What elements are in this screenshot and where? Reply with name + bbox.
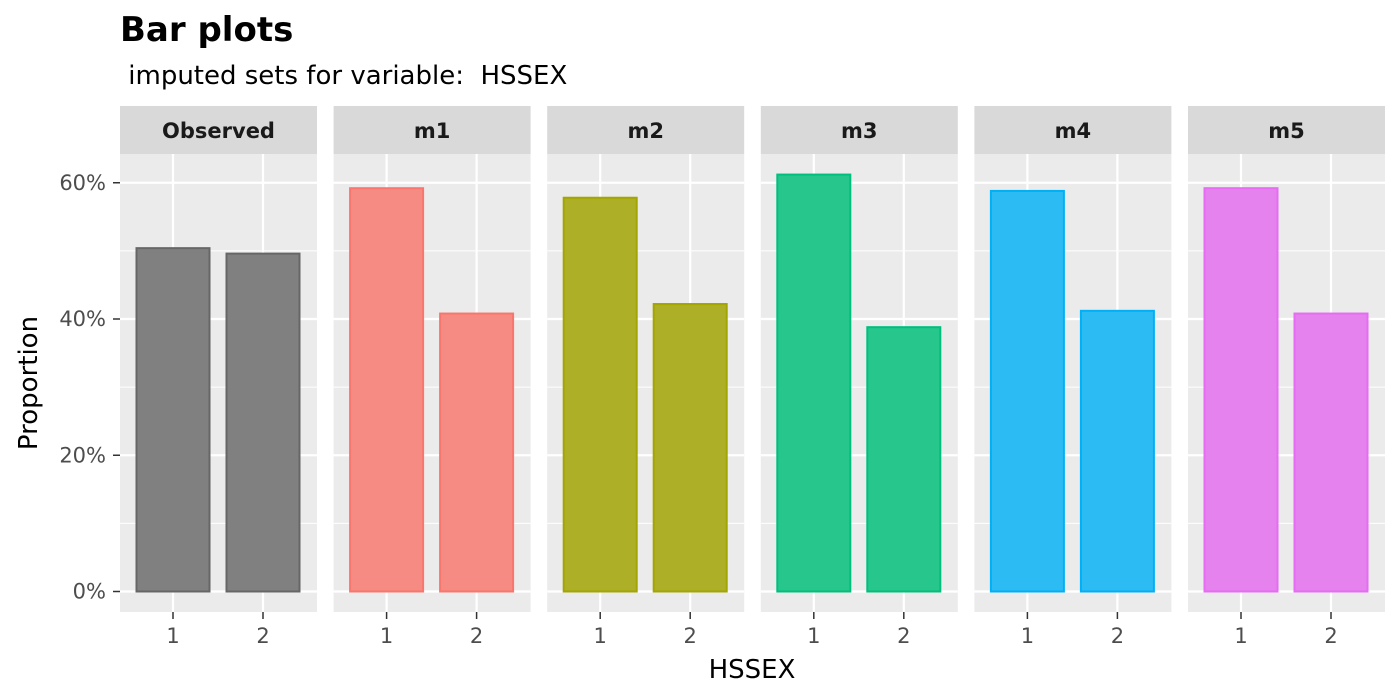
bar-m3-2 xyxy=(866,326,942,593)
x-tick-label: 2 xyxy=(256,624,269,648)
y-tick-label: 20% xyxy=(59,443,106,467)
bar-m2-1 xyxy=(562,196,638,593)
bar-m4-2 xyxy=(1079,309,1155,593)
bar-observed-2 xyxy=(225,252,301,593)
bar-m1-1 xyxy=(349,187,425,593)
y-tick-label: 0% xyxy=(73,580,106,604)
x-tick-label: 1 xyxy=(1234,624,1247,648)
facet-panel-observed: Observed 1 2 xyxy=(120,106,317,648)
facet-strip xyxy=(760,106,958,154)
x-tick-label: 1 xyxy=(1021,624,1034,648)
facet-panel-m4: m4 1 2 xyxy=(974,106,1172,648)
facet-strip xyxy=(1188,106,1385,154)
facet-panel-m1: m1 1 2 xyxy=(333,106,531,648)
bar-m2-2 xyxy=(652,303,728,593)
facet-panel-m2: m2 1 2 xyxy=(547,106,745,648)
facet-strip-label: m2 xyxy=(627,119,664,143)
bar-m1-2 xyxy=(439,312,515,593)
bar-observed-1 xyxy=(135,247,211,593)
x-tick-label: 2 xyxy=(470,624,483,648)
facet-strip xyxy=(333,106,531,154)
y-tick-label: 60% xyxy=(59,171,106,195)
chart-subtitle: imputed sets for variable: HSSEX xyxy=(120,61,567,91)
facet-panel-m5: m5 1 2 xyxy=(1188,106,1385,648)
x-tick-label: 2 xyxy=(1111,624,1124,648)
facet-panels: Observed 1 2 m1 1 2 m2 1 2 m3 1 2 m4 1 2 m5 1 2 xyxy=(120,106,1385,648)
x-tick-label: 2 xyxy=(1324,624,1337,648)
bar-m5-2 xyxy=(1293,312,1369,593)
x-tick-label: 2 xyxy=(897,624,910,648)
facet-strip xyxy=(974,106,1172,154)
facet-strip-label: m4 xyxy=(1055,119,1092,143)
y-tick-label: 40% xyxy=(59,307,106,331)
x-tick-label: 1 xyxy=(166,624,179,648)
x-tick-label: 2 xyxy=(684,624,697,648)
x-tick-label: 1 xyxy=(594,624,607,648)
x-axis-title: HSSEX xyxy=(709,655,796,685)
facet-panel-m3: m3 1 2 xyxy=(760,106,958,648)
facet-strip xyxy=(120,106,317,154)
facet-strip-label: m5 xyxy=(1268,119,1305,143)
y-axis: 0% 20% 40% 60% xyxy=(59,171,120,604)
x-tick-label: 1 xyxy=(380,624,393,648)
facet-strip xyxy=(547,106,745,154)
facet-strip-label: m1 xyxy=(414,119,451,143)
bar-m5-1 xyxy=(1203,187,1279,593)
facet-strip-label: m3 xyxy=(841,119,878,143)
y-axis-title: Proportion xyxy=(14,316,44,450)
facet-strip-label: Observed xyxy=(162,119,275,143)
bar-m4-1 xyxy=(989,189,1065,593)
chart-title: Bar plots xyxy=(120,10,293,50)
bar-m3-1 xyxy=(776,173,852,593)
x-tick-label: 1 xyxy=(807,624,820,648)
